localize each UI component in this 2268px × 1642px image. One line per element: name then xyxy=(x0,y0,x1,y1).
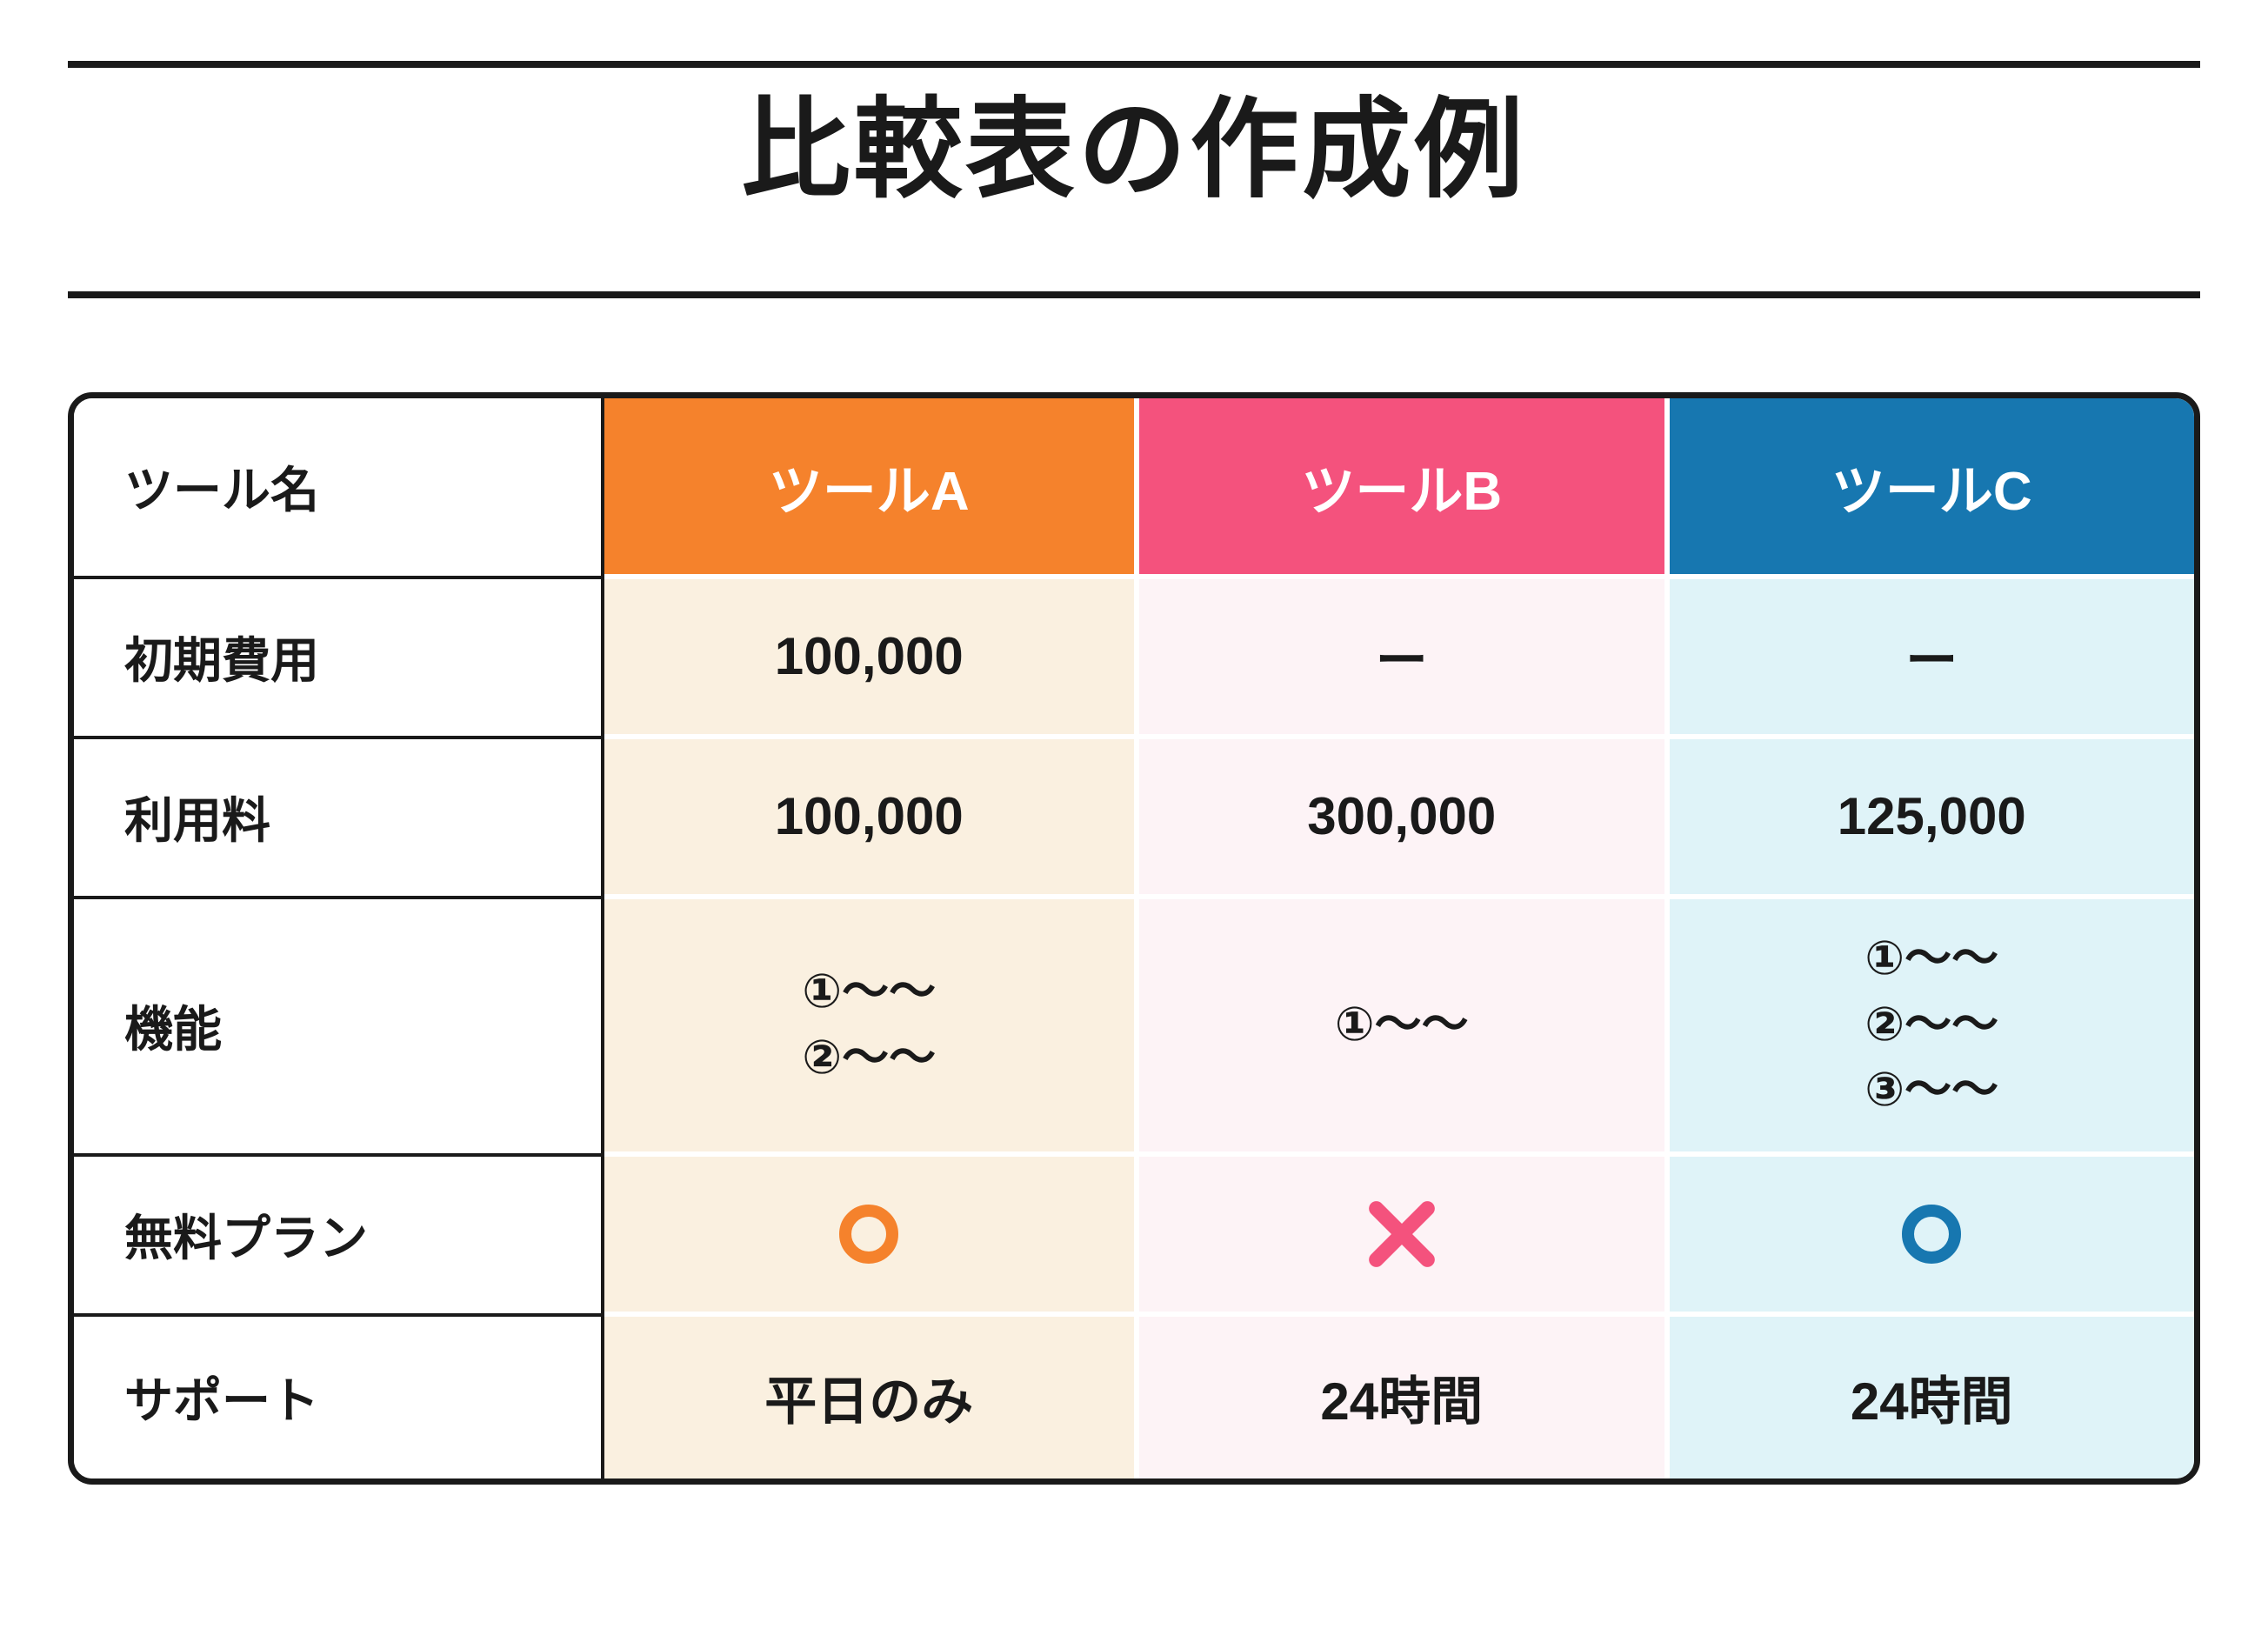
feature-line: ①～～ xyxy=(1864,932,1999,985)
cell-initial-cost-c: ー xyxy=(1664,578,2194,739)
row-label-usage-fee: 利用料 xyxy=(74,738,604,899)
row-label-free-plan: 無料プラン xyxy=(74,1156,604,1317)
cell-initial-cost-b: ー xyxy=(1134,578,1664,739)
row-label-features: 機能 xyxy=(74,898,604,1157)
feature-line: ③～～ xyxy=(1864,1064,1999,1117)
circle-icon xyxy=(839,1204,899,1264)
circle-icon xyxy=(1902,1204,1962,1264)
cell-free-plan-a xyxy=(604,1156,1134,1317)
page-title: 比較表の作成例 xyxy=(741,90,1527,210)
features-list-b: ①～～ xyxy=(1335,996,1469,1055)
header-tool-c: ツールC xyxy=(1664,397,2194,579)
cross-icon xyxy=(1364,1197,1439,1272)
comparison-table: ツール名 ツールA ツールB ツールC 初期費用 100,000 ー ー 利用料… xyxy=(68,391,2200,1485)
cell-support-c: 24時間 xyxy=(1664,1316,2194,1478)
cell-usage-fee-a: 100,000 xyxy=(604,738,1134,899)
feature-line: ②～～ xyxy=(802,1031,937,1084)
cell-free-plan-b xyxy=(1134,1156,1664,1317)
feature-line: ②～～ xyxy=(1864,998,1999,1051)
comparison-grid: ツール名 ツールA ツールB ツールC 初期費用 100,000 ー ー 利用料… xyxy=(74,397,2194,1478)
features-list-c: ①～～ ②～～ ③～～ xyxy=(1864,930,1998,1120)
infographic-page: 比較表の作成例 ツール名 ツールA ツールB ツールC 初期費用 100,000… xyxy=(0,61,2268,1485)
cell-support-b: 24時間 xyxy=(1134,1316,1664,1478)
cell-features-c: ①～～ ②～～ ③～～ xyxy=(1664,898,2194,1157)
header-tool-b: ツールB xyxy=(1134,397,1664,579)
row-label-initial-cost: 初期費用 xyxy=(74,578,604,739)
header-label-tool-name: ツール名 xyxy=(74,397,604,579)
feature-line: ①～～ xyxy=(802,965,937,1018)
cell-initial-cost-a: 100,000 xyxy=(604,578,1134,739)
header-tool-a: ツールA xyxy=(604,397,1134,579)
cell-usage-fee-c: 125,000 xyxy=(1664,738,2194,899)
title-block: 比較表の作成例 xyxy=(68,61,2200,298)
cell-support-a: 平日のみ xyxy=(604,1316,1134,1478)
cell-features-b: ①～～ xyxy=(1134,898,1664,1157)
cell-usage-fee-b: 300,000 xyxy=(1134,738,1664,899)
cell-free-plan-c xyxy=(1664,1156,2194,1317)
cell-features-a: ①～～ ②～～ xyxy=(604,898,1134,1157)
row-label-support: サポート xyxy=(74,1316,604,1478)
feature-line: ①～～ xyxy=(1334,998,1469,1051)
features-list-a: ①～～ ②～～ xyxy=(802,963,936,1087)
